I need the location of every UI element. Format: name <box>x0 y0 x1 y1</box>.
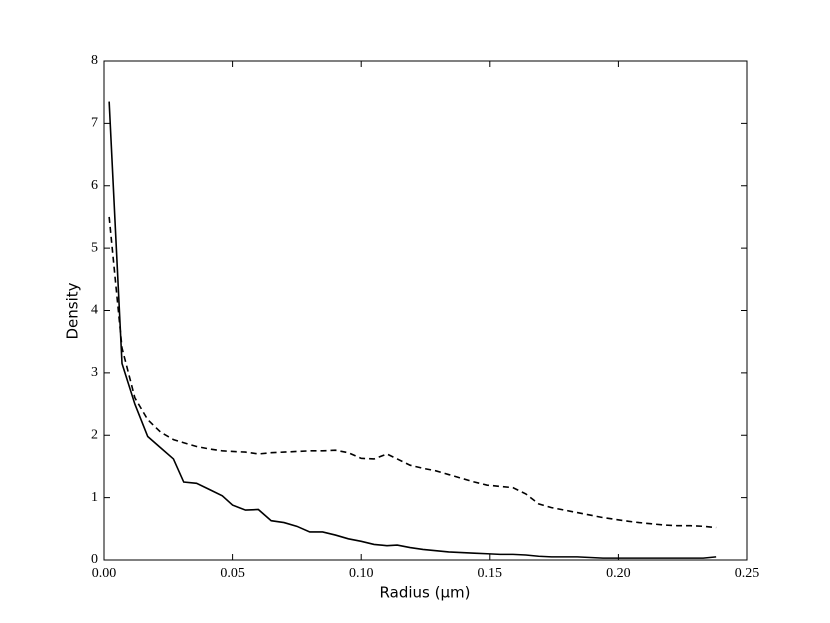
y-tick-label: 0 <box>91 552 98 567</box>
x-tick-label: 0.10 <box>349 566 374 581</box>
x-tick-label: 0.15 <box>478 566 503 581</box>
y-tick-label: 7 <box>91 116 98 131</box>
x-tick-label: 0.05 <box>220 566 245 581</box>
y-tick-label: 6 <box>91 178 98 193</box>
y-tick-label: 3 <box>91 365 98 380</box>
y-axis-label: Density <box>64 282 82 339</box>
plot-frame <box>103 60 748 561</box>
y-tick-label: 2 <box>91 427 98 442</box>
y-tick-label: 5 <box>91 240 98 255</box>
x-tick-label: 0.20 <box>606 566 631 581</box>
x-tick-label: 0.00 <box>92 566 117 581</box>
x-axis-label: Radius (μm) <box>380 584 471 602</box>
series-line <box>108 216 717 529</box>
series-line <box>108 101 717 559</box>
y-tick-label: 8 <box>91 53 98 68</box>
y-tick-label: 1 <box>91 490 98 505</box>
y-tick-label: 4 <box>91 303 98 318</box>
x-tick-label: 0.25 <box>735 566 760 581</box>
